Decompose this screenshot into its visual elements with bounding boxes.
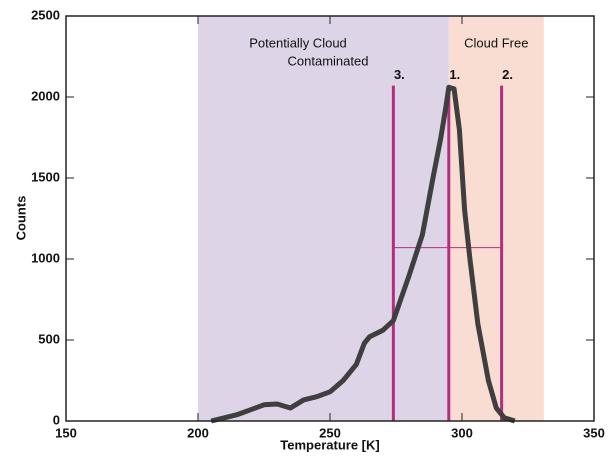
data-line xyxy=(210,84,516,424)
x-tick-label: 150 xyxy=(55,425,77,440)
marker-label: 3. xyxy=(394,67,405,82)
y-tick-label: 2000 xyxy=(31,88,60,103)
y-tick-label: 500 xyxy=(38,331,60,346)
region-label: Contaminated xyxy=(288,53,369,68)
marker-label: 2. xyxy=(502,67,513,82)
marker-label: 1. xyxy=(449,67,460,82)
region-label: Potentially Cloud xyxy=(249,35,347,50)
x-tick-label: 200 xyxy=(187,425,209,440)
plot-frame xyxy=(65,15,595,422)
y-axis-title: Counts xyxy=(13,196,28,241)
region-label: Cloud Free xyxy=(464,35,528,50)
x-tick-label: 350 xyxy=(583,425,605,440)
region xyxy=(198,16,449,421)
x-axis-title: Temperature [K] xyxy=(280,437,379,452)
y-tick-label: 0 xyxy=(53,412,60,427)
x-tick-label: 250 xyxy=(319,425,341,440)
x-tick-label: 300 xyxy=(451,425,473,440)
y-tick-label: 1000 xyxy=(31,250,60,265)
y-tick-label: 2500 xyxy=(31,7,60,22)
y-tick-label: 1500 xyxy=(31,169,60,184)
